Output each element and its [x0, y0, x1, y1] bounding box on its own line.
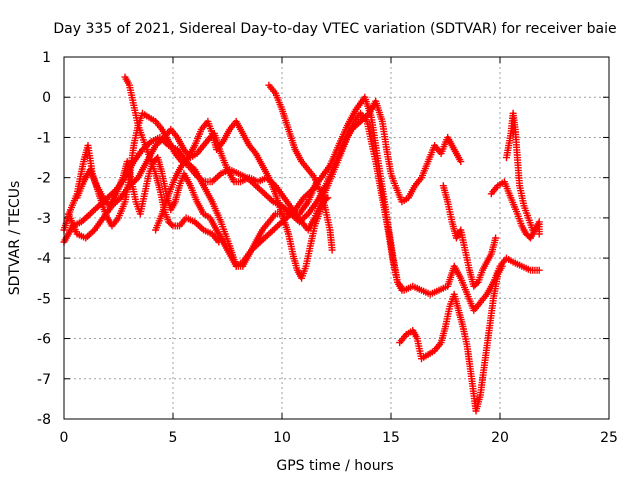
y-tick-label: -5: [37, 291, 51, 307]
series-markers: [152, 117, 332, 282]
series-arc-4: [121, 73, 223, 246]
y-tick-label: -1: [37, 130, 51, 146]
x-tick-label: 10: [273, 430, 291, 446]
series-layer: [60, 73, 543, 415]
series-markers: [439, 182, 500, 290]
series-markers: [265, 81, 336, 254]
y-tick-label: -3: [37, 211, 51, 227]
chart-title: Day 335 of 2021, Sidereal Day-to-day VTE…: [53, 21, 616, 37]
y-tick-label: -2: [37, 171, 51, 187]
series-arc-11: [503, 109, 537, 234]
series-arc-10: [487, 178, 543, 242]
x-axis-label: GPS time / hours: [276, 458, 393, 474]
series-arc-6: [265, 81, 336, 254]
plot-frame: [63, 56, 610, 420]
y-tick-label: 1: [42, 50, 51, 66]
series-markers: [396, 262, 506, 415]
x-tick-label: 25: [600, 430, 618, 446]
y-tick-label: -8: [37, 412, 51, 428]
x-tick-label: 0: [60, 430, 69, 446]
series-arc-9: [439, 182, 500, 290]
series-markers: [503, 109, 537, 234]
y-tick-label: -4: [37, 251, 51, 267]
series-markers: [487, 178, 543, 242]
series-arc-3: [64, 109, 406, 294]
series-trace: [124, 76, 220, 243]
series-markers: [121, 73, 223, 246]
series-arc-7: [73, 154, 321, 270]
x-tick-label: 5: [169, 430, 178, 446]
x-tick-label: 20: [491, 430, 509, 446]
series-arc-5: [152, 117, 332, 282]
x-tick-label: 15: [382, 430, 400, 446]
series-markers: [73, 154, 321, 270]
series-arc-8: [396, 262, 506, 415]
tick-label-layer: 0 5 10 15 20 25 -8 -7 -6 -5 -4 -3 -2 -1 0 1: [37, 50, 618, 446]
y-tick-label: -7: [37, 372, 51, 388]
y-tick-label: 0: [42, 90, 51, 106]
y-tick-label: -6: [37, 332, 51, 348]
y-axis-label: SDTVAR / TECUs: [7, 181, 23, 296]
